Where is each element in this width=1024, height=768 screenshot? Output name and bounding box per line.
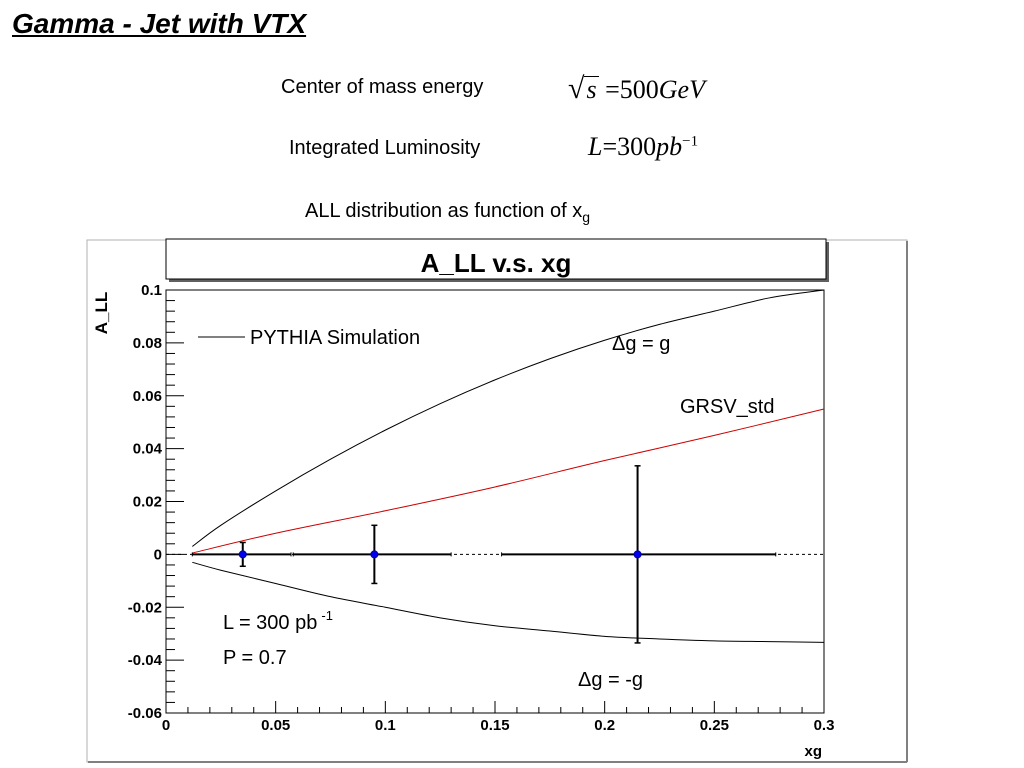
data-point-2 <box>633 550 642 559</box>
y-axis-label: A_LL <box>92 292 111 335</box>
lumi-value: 300 <box>617 132 657 161</box>
series-line-2 <box>192 561 825 643</box>
title-box <box>165 238 827 280</box>
lumi-exponent: −1 <box>682 133 699 150</box>
axis-ticks <box>165 289 825 714</box>
x-tick-label: 0.3 <box>814 717 835 734</box>
y-tick-label: 0 <box>154 546 162 563</box>
lumi-symbol: L <box>588 132 603 161</box>
annotation-dg-neg: Δg = -g <box>578 669 643 691</box>
chart-title: A_LL v.s. xg <box>421 248 572 278</box>
data-point-1 <box>370 550 379 559</box>
annotation-lumi-exp: -1 <box>321 608 333 623</box>
annotation-lumi-main: L = 300 pb <box>223 612 317 634</box>
y-tick-label: -0.02 <box>128 599 162 616</box>
lumi-formula: L=300pb−1 <box>588 132 698 162</box>
series-line-1 <box>192 408 825 554</box>
y-tick-label: 0.02 <box>133 494 162 511</box>
lumi-label: Integrated Luminosity <box>289 137 481 159</box>
series-line-0 <box>192 289 825 547</box>
x-axis-label: xg <box>804 743 822 760</box>
plot-subtitle-sub: g <box>582 209 590 225</box>
canvas-border <box>86 239 908 763</box>
annotation-dg-pos: Δg = g <box>612 333 670 355</box>
curve-group <box>192 289 825 643</box>
x-tick-labels: 0 0.05 0.1 0.15 0.2 0.25 0.3 <box>162 717 835 734</box>
x-tick-label: 0.15 <box>480 717 509 734</box>
energy-radicand: s <box>586 75 597 104</box>
x-tick-label: 0 <box>162 717 170 734</box>
plot-subtitle-main: ALL distribution as function of x <box>305 200 583 222</box>
y-tick-label: 0.1 <box>141 282 162 299</box>
energy-equals: = <box>605 75 620 104</box>
data-point-0 <box>238 550 247 559</box>
energy-unit: GeV <box>658 75 705 104</box>
y-tick-label: 0.06 <box>133 388 162 405</box>
y-tick-label: 0.08 <box>133 335 162 352</box>
slide-title: Gamma - Jet with VTX <box>12 8 307 39</box>
y-tick-label: -0.04 <box>128 652 163 669</box>
annotation-lumi: L = 300 pb -1 <box>223 608 333 634</box>
errorbar-group <box>191 465 777 644</box>
y-tick-label: 0.04 <box>133 441 163 458</box>
lumi-equals: = <box>602 132 618 161</box>
energy-formula: √s =500GeV <box>568 72 705 106</box>
annotation-p-value: P = 0.7 <box>223 647 287 669</box>
x-tick-label: 0.05 <box>261 717 290 734</box>
y-tick-labels: -0.06 -0.04 -0.02 0 0.02 0.04 0.06 0.08 0.1 <box>128 282 163 722</box>
plot-subtitle: ALL distribution as function of xg <box>305 200 590 225</box>
sqrt-symbol: √s <box>568 72 599 105</box>
x-tick-label: 0.2 <box>594 717 615 734</box>
y-tick-label: -0.06 <box>128 705 162 722</box>
energy-label: Center of mass energy <box>281 76 484 98</box>
annotation-grsv: GRSV_std <box>680 396 774 418</box>
lumi-unit: pb <box>656 132 683 161</box>
legend-entry: PYTHIA Simulation <box>250 327 420 349</box>
x-tick-label: 0.1 <box>375 717 396 734</box>
energy-value: 500 <box>619 75 659 104</box>
x-tick-label: 0.25 <box>700 717 729 734</box>
